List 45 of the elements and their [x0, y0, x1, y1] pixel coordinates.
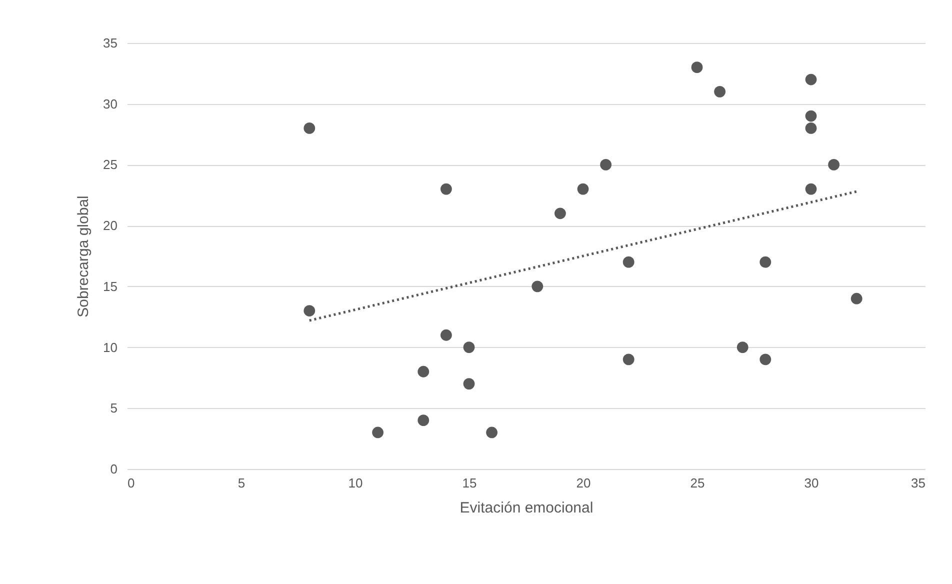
point	[554, 208, 566, 220]
x-tick-label: 10	[348, 476, 363, 490]
point	[600, 159, 612, 170]
y-tick-label: 20	[103, 218, 118, 234]
x-tick-label: 5	[238, 476, 246, 490]
point	[736, 342, 748, 353]
point	[440, 183, 452, 195]
point	[577, 183, 589, 195]
y-tick-label: 30	[103, 96, 118, 112]
y-tick-label: 35	[103, 36, 118, 50]
point	[304, 122, 316, 134]
point	[850, 292, 862, 304]
point	[486, 426, 498, 438]
point	[532, 280, 544, 292]
x-tick-label: 30	[804, 476, 819, 490]
point	[760, 354, 772, 366]
point	[440, 329, 452, 341]
point	[304, 305, 316, 316]
point	[622, 256, 634, 268]
x-tick-label: 20	[576, 476, 591, 490]
x-tick-label: 15	[462, 476, 477, 490]
point	[622, 354, 634, 366]
x-tick-label: 35	[911, 476, 926, 490]
y-tick-label: 25	[103, 157, 118, 172]
point	[691, 62, 703, 74]
y-tick-label: 5	[110, 400, 118, 416]
point	[805, 122, 817, 134]
point	[372, 426, 384, 438]
y-tick-label: 15	[103, 278, 118, 294]
point	[805, 110, 817, 122]
point	[463, 378, 475, 390]
point	[714, 86, 726, 98]
x-tick-label: 0	[128, 476, 135, 490]
point	[805, 74, 817, 86]
point	[760, 256, 772, 268]
y-tick-label: 10	[103, 340, 118, 355]
point	[418, 414, 430, 426]
y-axis-title: Sobrecarga global	[75, 196, 92, 318]
x-tick-label: 25	[690, 476, 705, 490]
point	[828, 159, 840, 170]
x-axis-title: Evitación emocional	[460, 500, 594, 516]
point	[463, 342, 475, 353]
point	[805, 183, 817, 195]
point	[418, 366, 430, 378]
y-tick-label: 0	[110, 462, 118, 476]
